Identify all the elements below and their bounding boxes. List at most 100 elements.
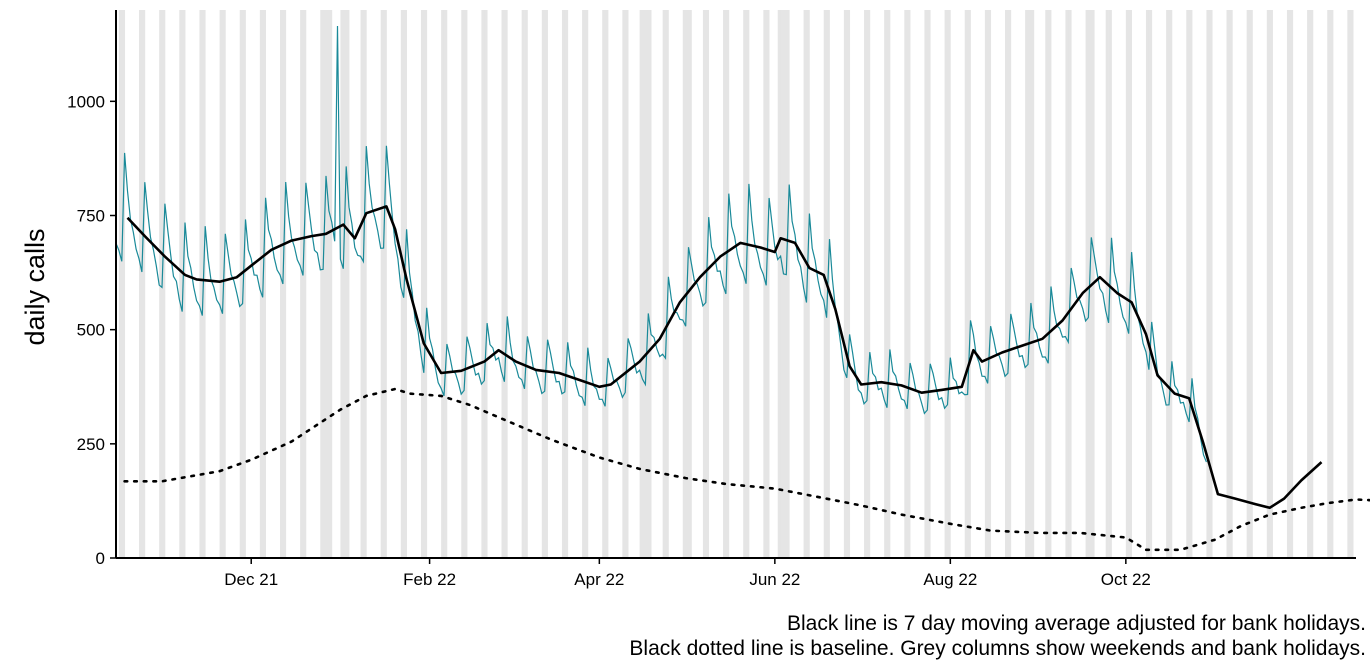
shade-column <box>159 10 163 558</box>
shade-column <box>763 10 767 558</box>
shade-column <box>1125 10 1130 558</box>
shade-column <box>582 10 586 558</box>
shade-column <box>118 10 123 558</box>
shade-column <box>484 10 488 558</box>
shade-column <box>864 10 868 558</box>
shade-column <box>443 10 448 558</box>
shade-column <box>766 10 770 558</box>
shade-column <box>1229 10 1233 558</box>
shade-column <box>202 10 206 558</box>
x-tick-label: Apr 22 <box>574 570 624 589</box>
shade-column <box>383 10 387 558</box>
shade-column <box>1209 10 1213 558</box>
shade-column <box>1327 10 1331 558</box>
shade-column <box>725 10 730 558</box>
shade-column <box>403 10 407 558</box>
baseline-dotted-line <box>123 387 1370 552</box>
shade-column <box>346 10 350 558</box>
shade-column <box>777 10 781 558</box>
shade-column <box>340 10 344 558</box>
shade-column <box>464 10 468 558</box>
shade-column <box>823 10 828 558</box>
axes: 0 250 500 750 1000 Dec 21 Feb 22 Apr 22 Jun 22 Au… <box>67 10 1356 589</box>
shade-column <box>162 10 166 558</box>
shade-column <box>1030 10 1035 558</box>
daily-calls-line <box>115 25 1207 463</box>
shade-column <box>702 10 707 558</box>
shade-column <box>625 10 629 558</box>
y-tick-label: 1000 <box>67 92 105 111</box>
shade-column <box>1330 10 1334 558</box>
shade-column <box>380 10 384 558</box>
shade-column <box>441 10 445 558</box>
shade-column <box>645 10 649 558</box>
shade-column <box>602 10 606 558</box>
x-tick-label: Aug 22 <box>923 570 977 589</box>
shade-column <box>199 10 203 558</box>
shade-column <box>461 10 465 558</box>
shade-column <box>262 10 267 558</box>
shade-column <box>1206 10 1210 558</box>
shade-column <box>1028 10 1032 558</box>
shade-column <box>803 10 807 558</box>
shade-column <box>846 10 851 558</box>
shade-column <box>904 10 908 558</box>
x-tick-label: Jun 22 <box>749 570 800 589</box>
shade-column <box>806 10 810 558</box>
shade-column <box>927 10 931 558</box>
shade-column <box>723 10 727 558</box>
shade-column <box>139 10 143 558</box>
shade-column <box>504 10 508 558</box>
shade-column <box>182 10 186 558</box>
shade-column <box>1025 10 1029 558</box>
shade-column <box>887 10 891 558</box>
shade-column <box>501 10 505 558</box>
shade-column <box>1005 10 1009 558</box>
y-tick-label: 750 <box>77 207 105 226</box>
shade-column <box>521 10 525 558</box>
shade-column <box>303 10 307 558</box>
shade-column <box>843 10 848 558</box>
shade-column <box>662 10 666 558</box>
shade-column <box>328 10 333 558</box>
shade-column <box>1145 10 1150 558</box>
shade-column <box>639 10 643 558</box>
shade-column <box>642 10 646 558</box>
caption-line-1: Black line is 7 day moving average adjus… <box>787 612 1366 635</box>
shade-column <box>282 10 287 558</box>
shade-column <box>1085 10 1089 558</box>
shade-column <box>300 10 304 558</box>
caption-line-2: Black dotted line is baseline. Grey colu… <box>629 637 1366 660</box>
shade-column <box>141 10 146 558</box>
shade-column <box>1286 10 1291 558</box>
shade-column <box>1309 10 1314 558</box>
shade-column <box>363 10 367 558</box>
shade-column <box>541 10 546 558</box>
shade-column <box>1249 10 1253 558</box>
weekend-shading <box>118 10 1354 558</box>
shade-column <box>947 10 951 558</box>
shade-column <box>1266 10 1271 558</box>
shade-column <box>987 10 992 558</box>
moving-average-line <box>126 205 1323 510</box>
shade-column <box>242 10 246 558</box>
y-tick-label: 0 <box>96 549 105 568</box>
shade-column <box>1289 10 1294 558</box>
shade-column <box>1166 10 1170 558</box>
shade-column <box>746 10 750 558</box>
shade-column <box>584 10 589 558</box>
shade-column <box>605 10 609 558</box>
y-axis-title: daily calls <box>20 228 50 345</box>
series-lines <box>115 25 1370 552</box>
shade-column <box>688 10 692 558</box>
shade-column <box>400 10 405 558</box>
shade-column <box>1168 10 1173 558</box>
shade-column <box>743 10 747 558</box>
shade-column <box>320 10 324 558</box>
shade-column <box>564 10 569 558</box>
shade-column <box>481 10 485 558</box>
shade-column <box>682 10 687 558</box>
shade-column <box>1246 10 1250 558</box>
shade-column <box>423 10 428 558</box>
shade-column <box>984 10 989 558</box>
